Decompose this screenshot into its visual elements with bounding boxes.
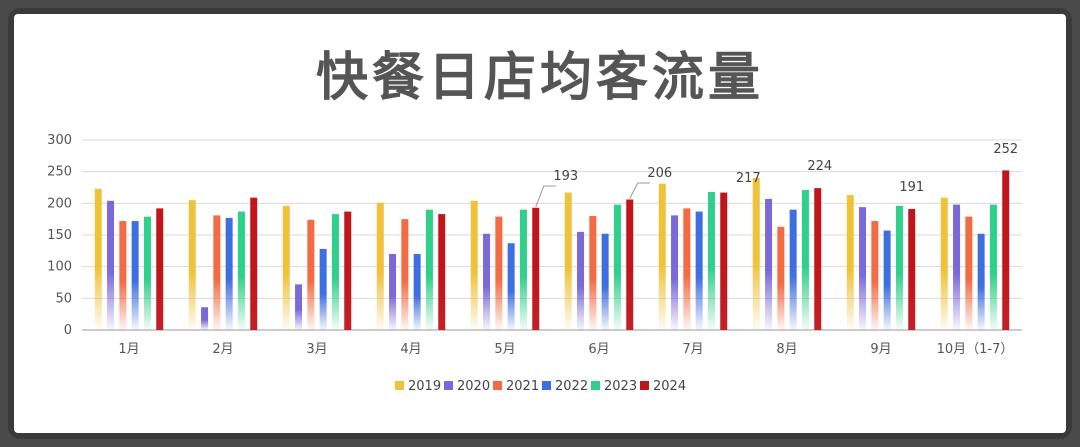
- bar-2023-5: [519, 209, 527, 330]
- bar-2023-10: [989, 204, 997, 330]
- legend-label-2019: 2019: [408, 379, 441, 394]
- x-tick-label: 2月: [212, 342, 233, 357]
- bar-2020-7: [671, 215, 679, 330]
- y-tick-label: 200: [47, 196, 72, 211]
- bar-2024-2: [250, 197, 258, 330]
- x-tick-label: 4月: [400, 342, 421, 357]
- legend-label-2023: 2023: [604, 379, 637, 394]
- bar-2022-9: [883, 230, 891, 330]
- bar-2020-8: [765, 198, 773, 330]
- y-tick-label: 250: [47, 165, 72, 180]
- legend-swatch-2019: [395, 381, 404, 390]
- bar-2020-10: [953, 204, 961, 330]
- x-tick-label: 7月: [682, 342, 703, 357]
- bar-2023-6: [613, 204, 621, 330]
- bar-2024-10: [1002, 170, 1010, 330]
- legend-swatch-2024: [640, 381, 649, 390]
- bar-2022-7: [695, 211, 703, 330]
- bar-2019-2: [188, 200, 196, 330]
- bar-2019-3: [282, 205, 290, 330]
- y-tick-label: 50: [55, 291, 72, 306]
- legend-swatch-2020: [444, 381, 453, 390]
- x-tick-label: 8月: [776, 342, 797, 357]
- bar-2021-6: [589, 216, 597, 330]
- bar-2023-8: [801, 190, 809, 330]
- annotation-label: 206: [647, 166, 672, 181]
- x-tick-label: 3月: [306, 342, 327, 357]
- x-tick-label: 1月: [118, 342, 139, 357]
- bar-2021-1: [119, 221, 127, 330]
- bar-2022-4: [413, 254, 421, 330]
- x-tick-label: 6月: [588, 342, 609, 357]
- bar-2021-10: [965, 216, 973, 330]
- bar-2019-9: [846, 195, 854, 330]
- bar-2020-3: [295, 284, 303, 330]
- bar-2024-4: [438, 214, 446, 330]
- annotation-leader: [629, 182, 650, 199]
- annotation-label: 191: [899, 180, 924, 195]
- legend-swatch-2022: [542, 381, 551, 390]
- y-tick-label: 300: [47, 133, 72, 148]
- legend-label-2021: 2021: [506, 379, 539, 394]
- legend-label-2024: 2024: [653, 379, 686, 394]
- bar-2023-2: [237, 211, 245, 330]
- legend-swatch-2023: [591, 381, 600, 390]
- annotation-label: 224: [807, 159, 832, 174]
- annotation-label: 193: [553, 169, 578, 184]
- bar-2019-4: [376, 202, 384, 330]
- bar-2022-1: [131, 221, 139, 330]
- legend-swatch-2021: [493, 381, 502, 390]
- bar-2023-3: [331, 214, 339, 330]
- bar-2021-9: [871, 221, 879, 330]
- x-tick-label: 9月: [870, 342, 891, 357]
- bar-2024-9: [908, 209, 916, 330]
- bar-2024-1: [156, 208, 164, 330]
- bar-2023-9: [895, 205, 903, 330]
- bar-2022-3: [319, 248, 327, 330]
- legend-label-2020: 2020: [457, 379, 490, 394]
- bar-2020-6: [577, 231, 585, 330]
- bar-2020-1: [107, 200, 115, 330]
- bar-2020-4: [389, 254, 397, 330]
- chart-title: 快餐日店均客流量: [315, 48, 764, 108]
- bar-2024-6: [626, 199, 634, 330]
- bar-2019-10: [940, 197, 948, 330]
- bar-2024-8: [814, 188, 822, 330]
- bar-2022-5: [507, 243, 515, 330]
- bar-2022-6: [601, 233, 609, 330]
- bar-2020-2: [201, 307, 209, 330]
- bar-2019-6: [564, 192, 572, 330]
- bar-2019-5: [470, 200, 478, 330]
- x-tick-label: 5月: [494, 342, 515, 357]
- bar-2021-4: [401, 219, 409, 330]
- bar-2022-2: [225, 217, 233, 330]
- bar-2020-5: [483, 233, 491, 330]
- bar-2024-5: [532, 207, 540, 330]
- bar-2023-1: [143, 216, 151, 330]
- annotation-leader: [535, 185, 556, 207]
- annotation-label: 252: [993, 142, 1018, 157]
- bar-2021-7: [683, 208, 691, 330]
- bar-2020-9: [859, 207, 867, 330]
- legend-label-2022: 2022: [555, 379, 588, 394]
- bar-2023-4: [425, 209, 433, 330]
- bar-2019-1: [94, 188, 102, 330]
- bar-2024-3: [344, 211, 352, 330]
- bar-2022-10: [977, 233, 985, 330]
- annotation-label: 217: [736, 171, 761, 186]
- x-tick-label: 10月（1-7）: [937, 342, 1014, 357]
- bar-2024-7: [720, 192, 728, 330]
- y-tick-label: 150: [47, 228, 72, 243]
- y-tick-label: 0: [64, 323, 72, 338]
- y-tick-label: 100: [47, 260, 72, 275]
- bar-2021-2: [213, 215, 221, 330]
- bar-2019-8: [752, 178, 760, 330]
- bar-2019-7: [658, 183, 666, 330]
- bar-2022-8: [789, 209, 797, 330]
- bar-2023-7: [707, 191, 715, 330]
- bar-2021-5: [495, 216, 503, 330]
- bar-2021-3: [307, 219, 315, 330]
- bar-2021-8: [777, 226, 785, 330]
